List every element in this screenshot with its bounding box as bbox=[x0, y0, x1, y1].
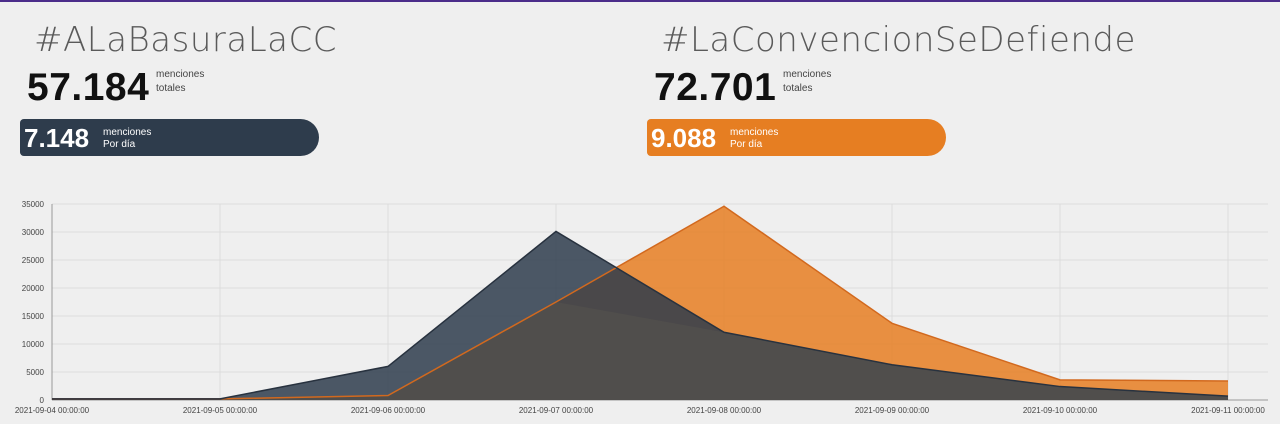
y-tick-label: 10000 bbox=[22, 340, 45, 349]
series-line-navy bbox=[52, 230, 1229, 400]
x-tick-label: 2021-09-04 00:00:00 bbox=[15, 406, 90, 415]
hashtag-title: #LaConvencionSeDefiende bbox=[661, 20, 1136, 60]
series-area-navy bbox=[52, 231, 1228, 400]
daily-mentions-badge: 7.148 menciones Por día bbox=[20, 119, 319, 156]
total-mentions-label: menciones totales bbox=[783, 69, 832, 94]
daily-mentions-value: 7.148 bbox=[24, 123, 90, 153]
series-line-orange bbox=[52, 205, 1229, 400]
daily-mentions-value: 9.088 bbox=[651, 123, 717, 153]
daily-mentions-label: menciones Por día bbox=[103, 127, 152, 150]
daily-mentions-label: menciones Por día bbox=[730, 127, 779, 150]
y-tick-label: 15000 bbox=[22, 312, 45, 321]
total-mentions: 57.184 bbox=[27, 66, 150, 109]
total-mentions-label: menciones totales bbox=[156, 69, 205, 94]
x-tick-label: 2021-09-10 00:00:00 bbox=[1023, 406, 1098, 415]
total-mentions: 72.701 bbox=[654, 66, 777, 109]
x-tick-label: 2021-09-06 00:00:00 bbox=[351, 406, 426, 415]
x-tick-label: 2021-09-05 00:00:00 bbox=[183, 406, 258, 415]
x-tick-label: 2021-09-11 00:00:00 bbox=[1191, 406, 1265, 415]
hashtag-panel-left: #ALaBasuraLaCC 57.184 menciones totales … bbox=[0, 2, 620, 162]
x-tick-label: 2021-09-07 00:00:00 bbox=[519, 406, 594, 415]
y-tick-label: 25000 bbox=[22, 256, 45, 265]
hashtag-panel-right: #LaConvencionSeDefiende 72.701 menciones… bbox=[627, 2, 1247, 162]
x-tick-label: 2021-09-08 00:00:00 bbox=[687, 406, 762, 415]
hashtag-title: #ALaBasuraLaCC bbox=[34, 20, 337, 60]
y-tick-label: 35000 bbox=[22, 200, 45, 209]
daily-mentions-badge: 9.088 menciones Por día bbox=[647, 119, 946, 156]
y-tick-label: 20000 bbox=[22, 284, 45, 293]
y-tick-label: 0 bbox=[40, 396, 45, 405]
y-tick-label: 30000 bbox=[22, 228, 45, 237]
mentions-area-chart: 0 5000 10000 15000 20000 25000 30000 35000 2021-… bbox=[15, 200, 1268, 415]
y-tick-label: 5000 bbox=[26, 368, 44, 377]
series-overlap-area bbox=[52, 302, 1228, 400]
x-tick-label: 2021-09-09 00:00:00 bbox=[855, 406, 930, 415]
